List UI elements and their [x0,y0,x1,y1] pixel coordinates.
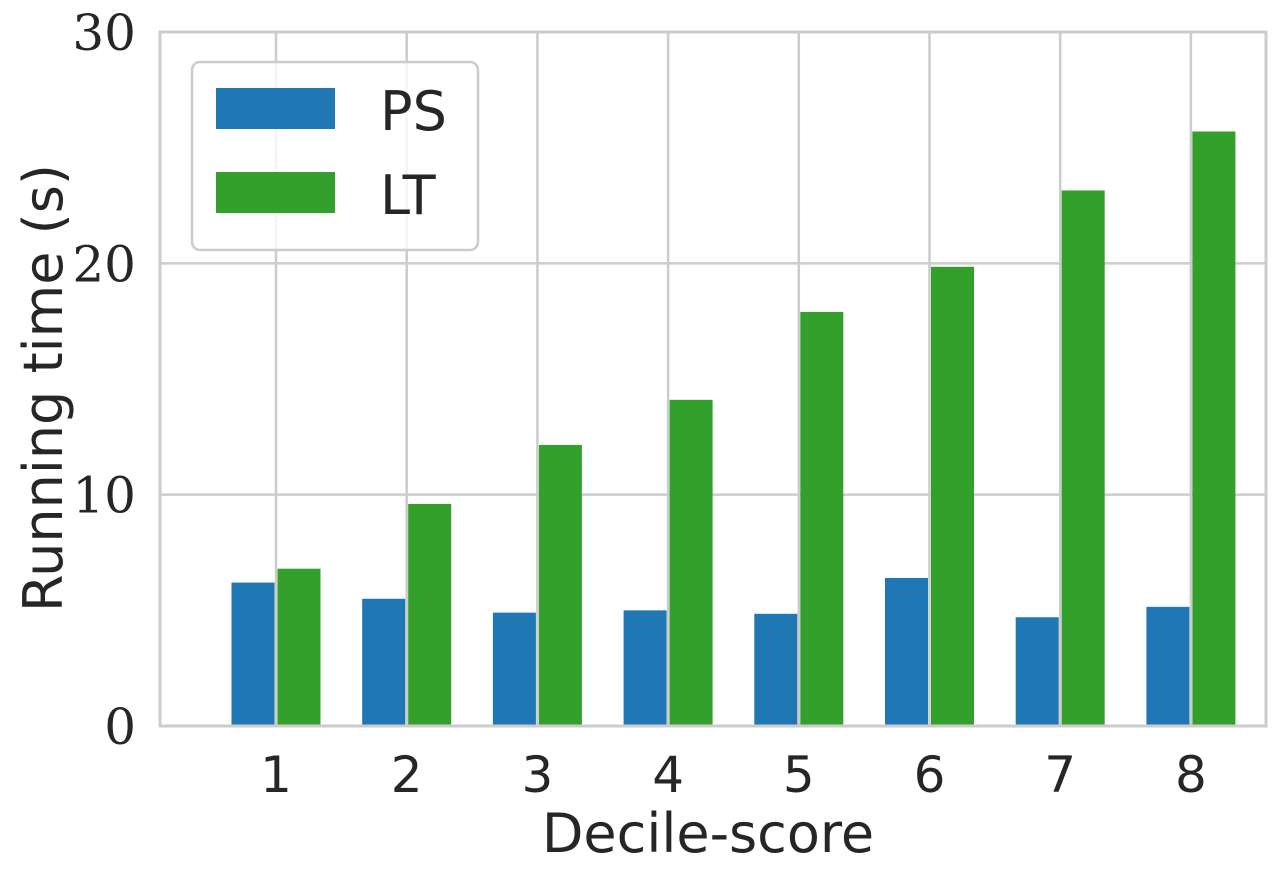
x-axis-label: Decile-score [542,802,874,865]
bar-lt-8 [1192,131,1236,726]
bar-lt-7 [1061,190,1105,727]
y-axis-label: Running time (s) [12,164,75,612]
bar-ps-6 [885,577,928,726]
bar-lt-3 [538,444,582,726]
x-tick-label: 2 [391,746,423,804]
x-tick-label: 5 [783,746,815,804]
y-tick-label: 20 [72,235,136,293]
bar-ps-3 [492,612,536,726]
x-tick-labels: 1 2 3 4 5 6 7 8 [260,746,1207,804]
bar-ps-4 [623,610,667,726]
bars [231,131,1236,727]
legend-swatch-ps [216,88,335,129]
x-tick-label: 3 [521,746,553,804]
bar-ps-1 [231,582,275,726]
y-tick-label: 0 [104,698,136,756]
x-tick-label: 1 [260,746,292,804]
y-tick-labels: 0 10 20 30 [72,4,136,756]
x-tick-label: 4 [652,746,684,804]
bar-ps-5 [754,613,798,726]
legend-label-lt: LT [380,164,437,227]
bar-ps-8 [1146,606,1190,726]
bar-lt-1 [277,568,321,726]
legend-swatch-lt [216,172,335,213]
y-tick-label: 30 [72,4,136,62]
x-tick-label: 7 [1044,746,1076,804]
bar-lt-6 [931,266,974,726]
plot-frame [158,30,1268,728]
bar-lt-5 [800,311,844,726]
y-tick-label: 10 [72,467,136,525]
bar-lt-4 [669,399,713,726]
legend-label-ps: PS [380,80,447,143]
legend: PS LT [190,60,480,252]
x-tick-label: 6 [914,746,946,804]
bar-lt-2 [408,503,452,726]
bar-ps-2 [362,598,406,726]
x-tick-label: 8 [1175,746,1207,804]
bar-ps-7 [1015,617,1059,726]
